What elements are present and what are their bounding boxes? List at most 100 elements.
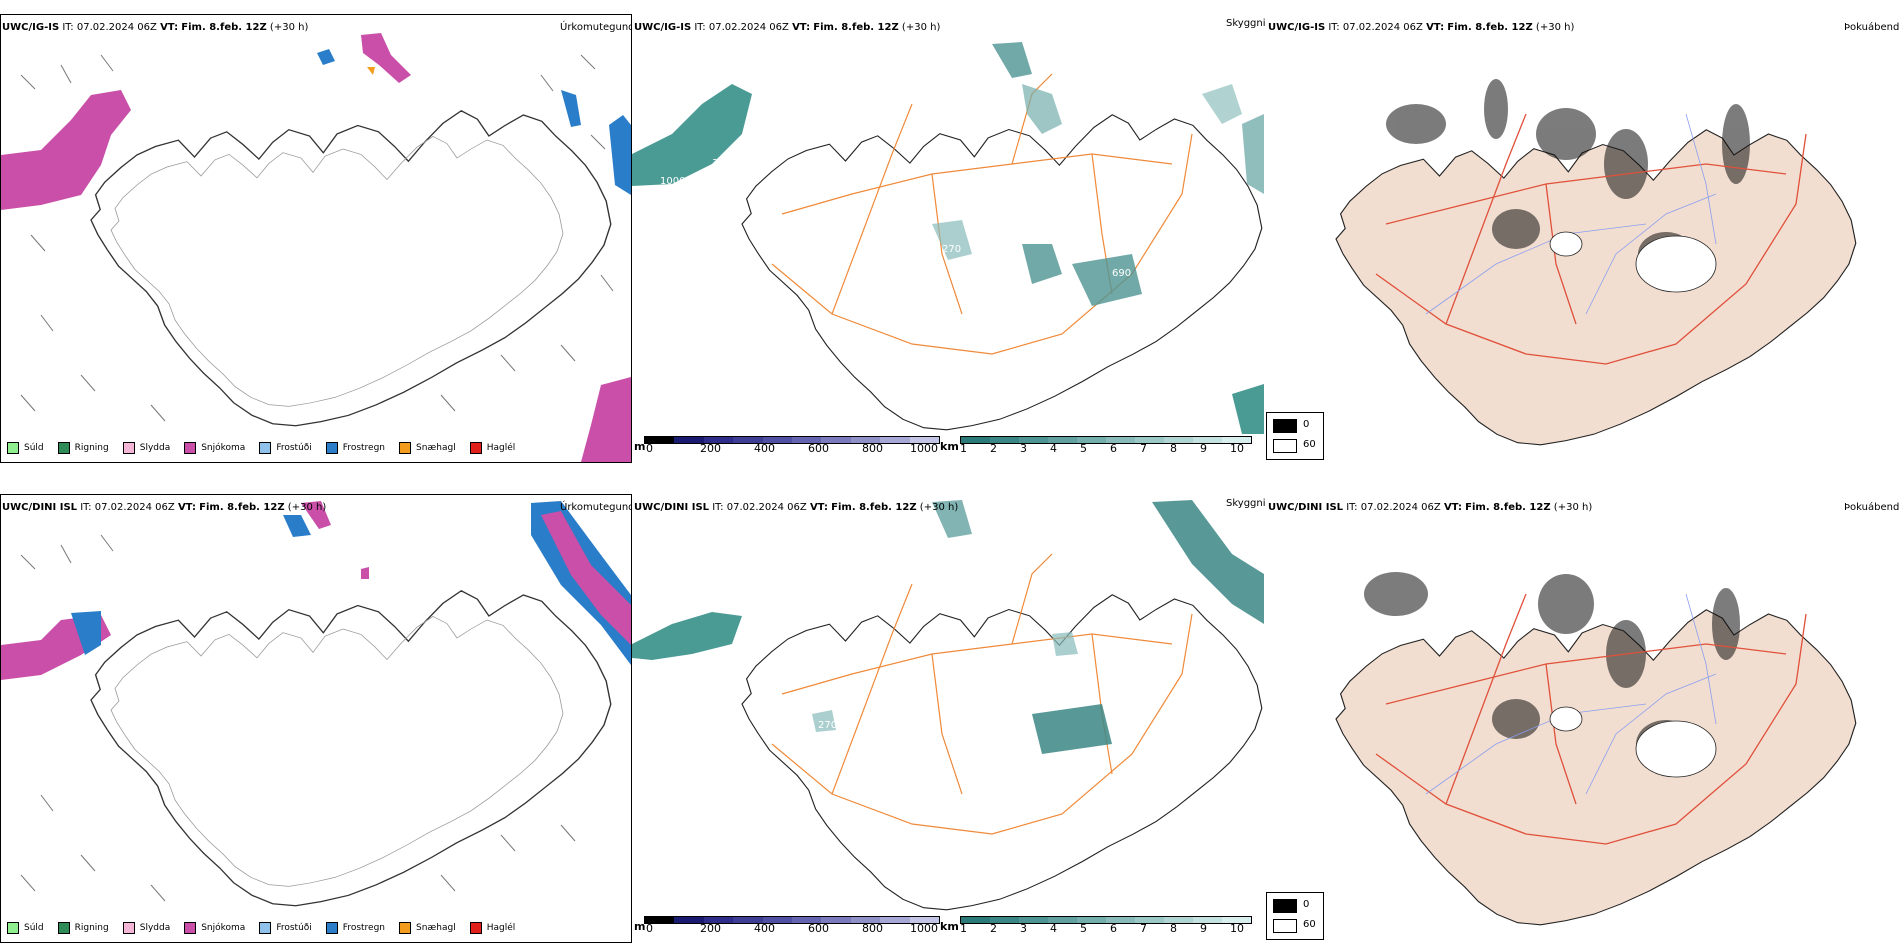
fog-panel-row2 [1266,494,1900,943]
legend-swatch [469,922,482,934]
run-header: UWC/DINI ISL IT: 07.02.2024 06Z VT: Fim.… [1268,502,1592,513]
colorbar-tick: 4 [1050,922,1057,935]
it-value: 07.02.2024 06Z [708,22,789,33]
snow-area [301,501,331,529]
it-value: 07.02.2024 06Z [1360,502,1441,513]
road-network [771,553,1193,835]
wind-barbs [20,54,614,422]
low-visibility-area [632,612,742,660]
snow-area [1,90,131,210]
legend-swatch [184,442,197,454]
fog-legend: 0 60 [1266,892,1324,940]
visibility-colorbar-m: m 0 200 400 600 800 1000 [634,916,940,938]
legend-item: Slydda [122,442,170,454]
legend-swatch [259,922,272,934]
run-header: UWC/IG-IS IT: 07.02.2024 06Z VT: Fim. 8.… [2,22,308,33]
legend-swatch [122,922,135,934]
fog-legend-swatch [1273,919,1297,933]
freezing-rain-area [609,115,631,195]
low-visibility-area [932,500,972,538]
colorbar-tick: 200 [700,442,721,455]
it-label: IT: [80,502,92,513]
colorbar-tick: 1000 [910,442,938,455]
snow-area [361,567,369,579]
colorbar-m [644,916,940,924]
legend-item: Slydda [122,922,170,934]
colorbar-tick: 10 [1230,922,1244,935]
legend-item: Rigning [57,922,109,934]
it-label: IT: [694,22,706,33]
legend-label: Frostúði [276,443,312,453]
colorbar-tick: 600 [808,442,829,455]
it-label: IT: [1346,502,1358,513]
colorbar-tick: 6 [1110,922,1117,935]
legend-swatch [399,922,412,934]
visibility-label: 364 [712,158,731,169]
colorbar-km [960,916,1252,924]
colorbar-unit: m [634,440,646,453]
model-name: UWC/DINI ISL [634,502,710,513]
visibility-panel-row1: 1000 364 270 270 690 [632,14,1264,463]
legend-item: Súld [7,442,44,454]
colorbar-tick: 2 [990,442,997,455]
low-visibility-area [1232,384,1264,434]
fog-legend-swatch [1273,899,1297,913]
lead-time: (+30 h) [1535,22,1575,33]
freezing-rain-area [317,49,335,65]
it-value: 07.02.2024 06Z [76,22,157,33]
low-visibility-area [1022,244,1062,284]
colorbar-unit: km [940,440,959,453]
vt-value: Fim. 8.feb. 12Z [813,22,899,33]
colorbar-tick: 400 [754,442,775,455]
visibility-label: 310 [1110,746,1129,757]
model-name: UWC/IG-IS [634,22,692,33]
fog-legend-value: 60 [1303,439,1316,450]
legend-swatch [469,442,482,454]
visibility-colorbar-km: km 1 2 3 4 5 6 7 8 9 10 [940,436,1264,458]
visibility-colorbar-m: m 0 200 400 600 800 1000 [634,436,940,458]
it-value: 07.02.2024 06Z [1342,22,1423,33]
colorbar-tick: 5 [1080,922,1087,935]
legend-swatch [7,442,19,454]
vt-value: Fim. 8.feb. 12Z [1465,502,1551,513]
snow-area [541,511,631,645]
colorbar-m [644,436,940,444]
freezing-rain-area [71,611,101,655]
low-visibility-area [812,710,836,732]
legend-item: Snæhagl [399,442,456,454]
legend-item: Frostregn [325,922,386,934]
lead-time: (+30 h) [287,502,327,513]
freezing-rain-area [283,515,311,537]
legend-item: Snæhagl [399,922,456,934]
model-name: UWC/DINI ISL [1268,502,1344,513]
colorbar-tick: 1 [960,442,967,455]
vt-label: VT: [809,502,828,513]
colorbar-tick: 0 [646,442,653,455]
glacier [1549,706,1583,732]
legend-label: Frostregn [342,923,386,933]
snow-area [361,33,411,83]
legend-swatch [57,922,70,934]
low-visibility-area [1022,84,1062,134]
run-header: UWC/IG-IS IT: 07.02.2024 06Z VT: Fim. 8.… [634,22,940,33]
vt-value: Fim. 8.feb. 12Z [1447,22,1533,33]
colorbar-tick: 5 [1080,442,1087,455]
visibility-label: 1000 [660,176,685,187]
legend-item: Snjókoma [184,922,245,934]
legend-label: Haglél [486,923,516,933]
it-label: IT: [1328,22,1340,33]
low-visibility-area [1242,114,1264,194]
visibility-labels: 1000 364 270 270 690 [660,146,1131,279]
vt-label: VT: [160,22,179,33]
colorbar-tick: 3 [1020,922,1027,935]
legend-label: Snæhagl [416,923,456,933]
vt-value: Fim. 8.feb. 12Z [181,22,267,33]
river-network [1425,113,1717,315]
low-visibility-area [1072,254,1142,306]
colorbar-tick: 400 [754,922,775,935]
colorbar-tick: 4 [1050,442,1057,455]
colorbar-tick: 6 [1110,442,1117,455]
panel-title: Úrkomutegund [560,502,635,513]
legend-item: Frostúði [259,442,312,454]
model-name: UWC/IG-IS [1268,22,1326,33]
